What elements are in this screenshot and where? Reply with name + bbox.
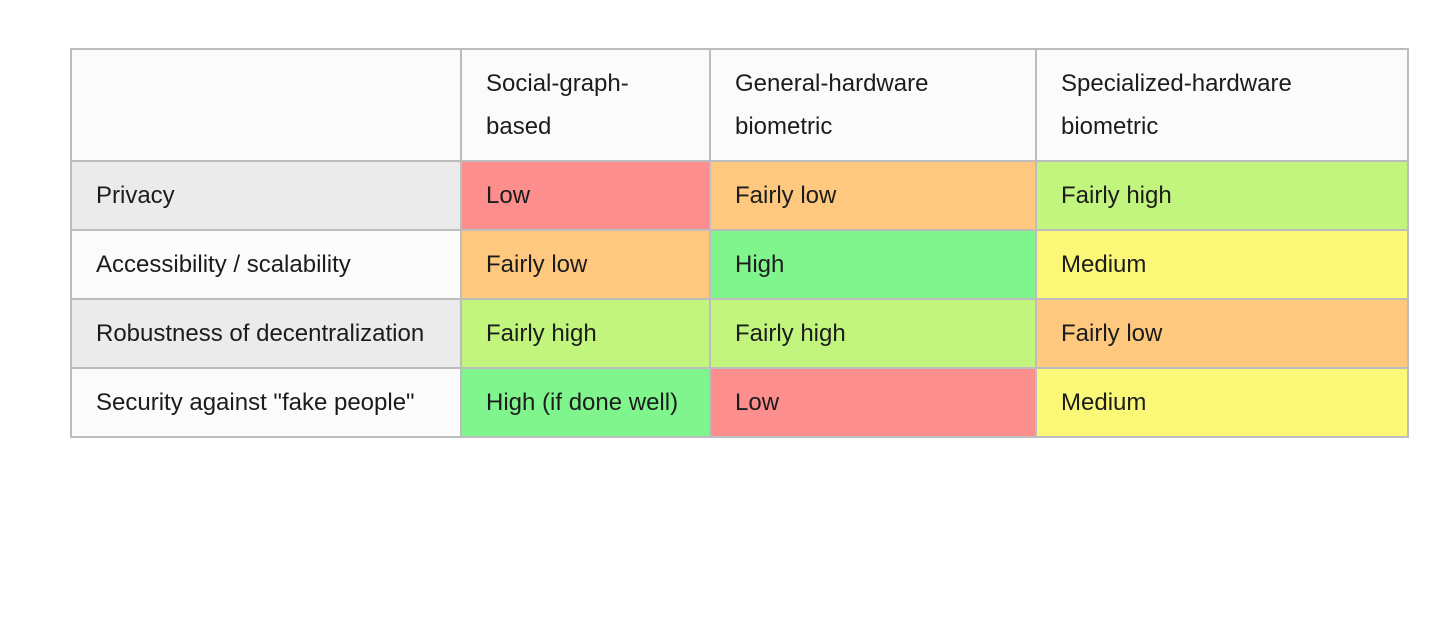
column-header-cell: Social-graph-based [460, 48, 711, 162]
rating-cell: Fairly low [1035, 298, 1409, 369]
rating-cell: Low [460, 160, 711, 231]
table-header: Social-graph-based General-hardware biome… [70, 48, 1409, 162]
row-label-cell: Security against "fake people" [70, 367, 462, 438]
rating-cell: Low [709, 367, 1037, 438]
header-row: Social-graph-based General-hardware biome… [70, 48, 1409, 162]
rating-cell: Fairly high [460, 298, 711, 369]
rating-cell: Fairly low [709, 160, 1037, 231]
table-row: Accessibility / scalability Fairly low Hig… [70, 229, 1409, 300]
column-header-cell: Specialized-hardware biometric [1035, 48, 1409, 162]
table-row: Security against "fake people" High (if d… [70, 367, 1409, 438]
corner-header-cell [70, 48, 462, 162]
rating-cell: High (if done well) [460, 367, 711, 438]
comparison-table-container: Social-graph-based General-hardware biome… [70, 48, 1409, 438]
rating-cell: Medium [1035, 367, 1409, 438]
proof-of-personhood-comparison-table: Social-graph-based General-hardware biome… [70, 48, 1409, 438]
rating-cell: Fairly high [1035, 160, 1409, 231]
rating-cell: Medium [1035, 229, 1409, 300]
row-label-cell: Accessibility / scalability [70, 229, 462, 300]
column-header-cell: General-hardware biometric [709, 48, 1037, 162]
rating-cell: Fairly low [460, 229, 711, 300]
row-label-cell: Robustness of decentralization [70, 298, 462, 369]
rating-cell: Fairly high [709, 298, 1037, 369]
table-body: Privacy Low Fairly low Fairly high Accessibi… [70, 160, 1409, 438]
table-row: Privacy Low Fairly low Fairly high [70, 160, 1409, 231]
row-label-cell: Privacy [70, 160, 462, 231]
rating-cell: High [709, 229, 1037, 300]
table-row: Robustness of decentralization Fairly hig… [70, 298, 1409, 369]
